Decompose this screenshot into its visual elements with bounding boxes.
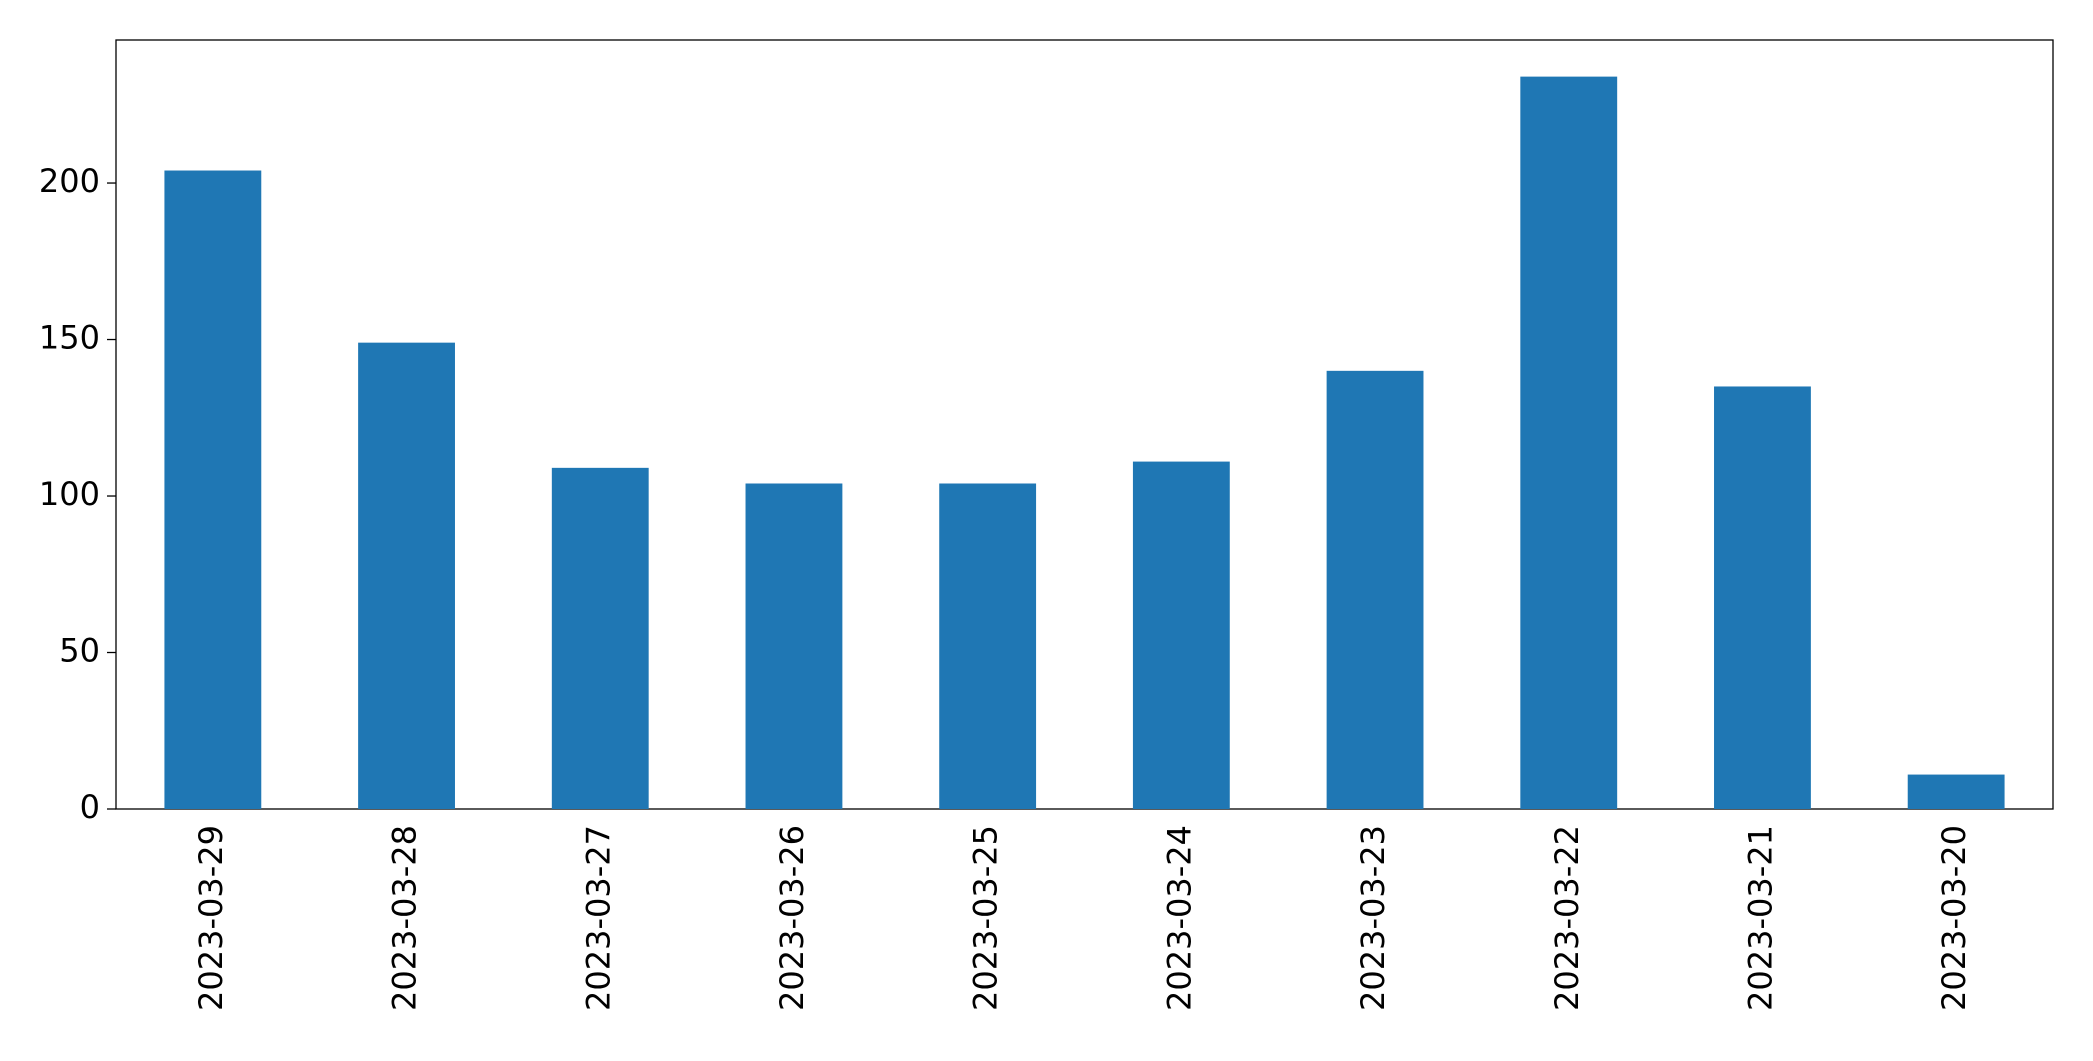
y-tick-label: 200 — [39, 162, 100, 200]
bar — [1326, 370, 1424, 809]
bar — [358, 342, 455, 809]
x-tick-label: 2023-03-23 — [1354, 825, 1392, 1011]
bar — [164, 170, 262, 809]
y-tick-label: 100 — [39, 475, 100, 513]
bar — [1520, 76, 1618, 810]
y-tick-label: 50 — [59, 632, 100, 670]
bar — [551, 467, 649, 809]
x-tick-label: 2023-03-24 — [1160, 825, 1198, 1011]
bar — [1907, 774, 2005, 809]
bar — [939, 483, 1037, 809]
x-tick-label: 2023-03-28 — [386, 825, 424, 1011]
x-tick-label: 2023-03-29 — [192, 825, 230, 1011]
y-tick-label: 150 — [39, 319, 100, 357]
x-tick-label: 2023-03-26 — [773, 825, 811, 1011]
x-tick-label: 2023-03-21 — [1741, 825, 1779, 1011]
bar — [745, 483, 843, 809]
x-tick-label: 2023-03-27 — [579, 825, 617, 1011]
bar — [1132, 461, 1230, 809]
bar — [1714, 386, 1811, 809]
x-tick-label: 2023-03-22 — [1548, 825, 1586, 1011]
x-tick-label: 2023-03-25 — [967, 825, 1005, 1011]
y-tick-label: 0 — [80, 788, 100, 826]
x-tick-label: 2023-03-20 — [1935, 825, 1973, 1011]
plot-frame — [115, 39, 2054, 810]
